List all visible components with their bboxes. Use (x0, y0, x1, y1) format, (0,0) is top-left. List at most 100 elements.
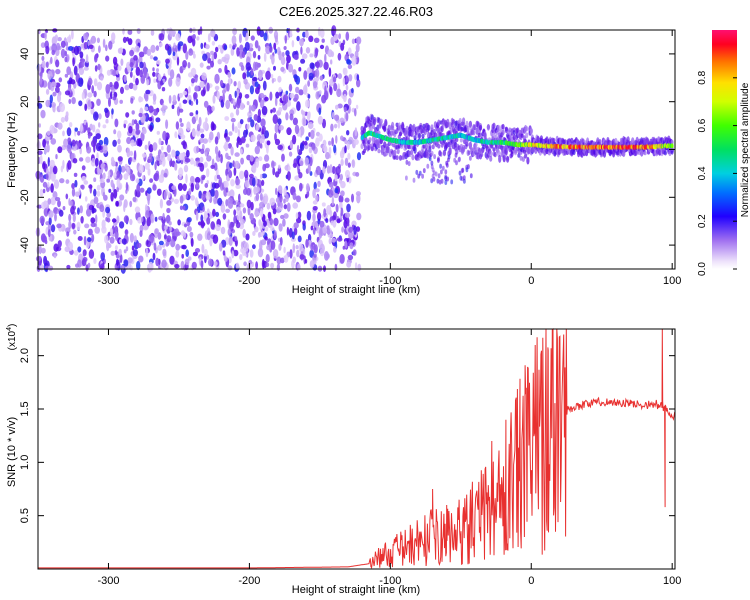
noise-speckle (271, 160, 275, 169)
y-tick-label: 20 (19, 96, 31, 108)
noise-speckle (85, 54, 89, 64)
noise-speckle (156, 130, 160, 135)
y-tick-label: 0.5 (19, 508, 31, 523)
noise-speckle (213, 261, 218, 267)
noise-speckle (305, 47, 311, 54)
noise-speckle (351, 193, 354, 203)
noise-speckle (68, 46, 74, 51)
noise-speckle (238, 33, 242, 44)
noise-speckle (206, 217, 211, 225)
noise-speckle (312, 212, 316, 223)
noise-speckle (313, 181, 317, 191)
noise-speckle (210, 188, 215, 197)
noise-speckle (298, 67, 302, 72)
noise-speckle (52, 165, 58, 175)
noise-speckle (326, 165, 331, 174)
noise-speckle (306, 190, 310, 198)
noise-speckle (135, 178, 140, 184)
noise-speckle (117, 144, 122, 153)
noise-speckle (346, 203, 351, 213)
y-tick-label: 1.0 (19, 455, 31, 470)
trace-halo (421, 173, 424, 179)
noise-speckle (243, 242, 249, 252)
noise-speckle (205, 44, 210, 50)
noise-speckle (83, 180, 89, 185)
noise-speckle (201, 193, 206, 201)
noise-speckle (296, 35, 300, 42)
noise-speckle (199, 81, 205, 89)
noise-speckle (280, 66, 285, 72)
noise-speckle (356, 193, 361, 204)
noise-speckle (101, 225, 107, 234)
trace-halo (524, 153, 528, 159)
noise-speckle (261, 105, 268, 116)
trace-halo (446, 176, 449, 182)
noise-speckle (55, 59, 60, 68)
noise-speckle (174, 264, 180, 269)
noise-speckle (42, 138, 46, 148)
noise-speckle (110, 179, 114, 188)
noise-speckle (106, 178, 111, 183)
noise-speckle (153, 56, 158, 61)
noise-speckle (278, 86, 283, 93)
noise-speckle (99, 204, 105, 213)
noise-speckle (236, 47, 240, 57)
noise-speckle (126, 136, 132, 145)
noise-speckle (230, 47, 235, 56)
noise-speckle (71, 188, 76, 197)
noise-speckle (159, 42, 163, 48)
noise-speckle (141, 216, 144, 222)
noise-speckle (155, 117, 161, 123)
noise-speckle (299, 38, 304, 46)
trace-halo (526, 156, 530, 165)
noise-speckle (283, 246, 286, 254)
noise-speckle (296, 144, 300, 153)
noise-speckle (291, 231, 295, 240)
noise-speckle (210, 29, 216, 38)
noise-speckle (140, 131, 145, 142)
noise-speckle (305, 183, 310, 192)
noise-speckle (348, 226, 354, 233)
trace-halo (506, 155, 510, 163)
noise-speckle (231, 122, 235, 132)
trace-halo (451, 119, 456, 124)
noise-speckle (292, 134, 297, 145)
noise-speckle (175, 243, 181, 251)
noise-speckle (347, 98, 352, 106)
noise-speckle (182, 60, 188, 68)
noise-speckle (153, 242, 157, 251)
noise-speckle (96, 166, 101, 174)
noise-speckle (313, 259, 317, 265)
noise-speckle (63, 138, 69, 148)
x-tick-label: -300 (97, 575, 119, 587)
noise-speckle (323, 61, 329, 71)
noise-speckle (156, 188, 162, 196)
noise-speckle (252, 177, 256, 187)
noise-speckle (100, 76, 104, 81)
noise-speckle (250, 35, 255, 41)
noise-speckle (138, 255, 144, 263)
noise-speckle (357, 263, 362, 272)
noise-speckle (178, 152, 185, 161)
noise-speckle (313, 244, 318, 254)
noise-speckle (215, 211, 220, 217)
noise-speckle (165, 58, 170, 64)
noise-speckle (263, 52, 267, 62)
noise-speckle (113, 129, 117, 135)
noise-speckle (356, 152, 362, 161)
noise-speckle (104, 164, 108, 172)
trace-halo (428, 156, 432, 162)
noise-speckle (298, 89, 304, 96)
noise-speckle (200, 89, 206, 97)
noise-speckle (218, 177, 223, 187)
noise-speckle (44, 31, 47, 40)
trace-halo (459, 175, 463, 181)
noise-speckle (319, 243, 325, 254)
trace-halo (411, 154, 415, 161)
trace-halo (418, 170, 422, 176)
noise-speckle (205, 117, 208, 123)
noise-speckle (280, 257, 285, 264)
trace-halo (440, 125, 444, 133)
noise-speckle (211, 105, 215, 112)
trace-halo (513, 149, 518, 154)
